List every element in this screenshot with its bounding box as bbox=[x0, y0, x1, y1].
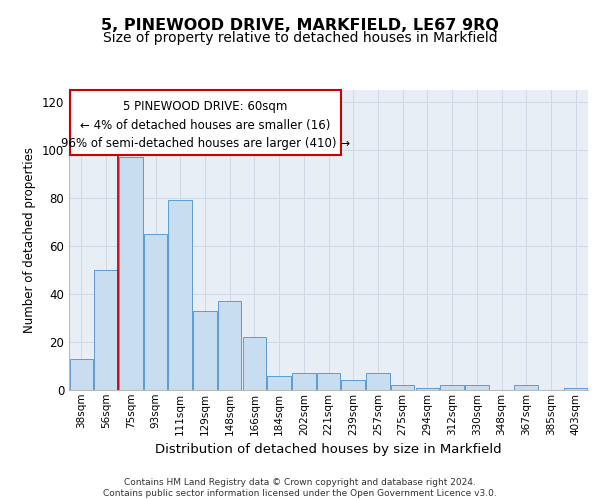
Bar bbox=[391, 385, 415, 390]
FancyBboxPatch shape bbox=[70, 90, 341, 155]
Text: 5, PINEWOOD DRIVE, MARKFIELD, LE67 9RQ: 5, PINEWOOD DRIVE, MARKFIELD, LE67 9RQ bbox=[101, 18, 499, 32]
Bar bbox=[317, 373, 340, 390]
Bar bbox=[440, 385, 464, 390]
Bar bbox=[366, 373, 389, 390]
Bar bbox=[94, 270, 118, 390]
Bar bbox=[70, 359, 93, 390]
Bar bbox=[218, 301, 241, 390]
Text: 5 PINEWOOD DRIVE: 60sqm: 5 PINEWOOD DRIVE: 60sqm bbox=[124, 100, 288, 112]
Bar bbox=[341, 380, 365, 390]
Bar bbox=[564, 388, 587, 390]
Bar bbox=[144, 234, 167, 390]
Text: 96% of semi-detached houses are larger (410) →: 96% of semi-detached houses are larger (… bbox=[61, 136, 350, 149]
Y-axis label: Number of detached properties: Number of detached properties bbox=[23, 147, 36, 333]
Bar bbox=[514, 385, 538, 390]
Bar bbox=[242, 337, 266, 390]
Bar bbox=[465, 385, 488, 390]
Text: Size of property relative to detached houses in Markfield: Size of property relative to detached ho… bbox=[103, 31, 497, 45]
Bar bbox=[193, 311, 217, 390]
Bar bbox=[268, 376, 291, 390]
Text: ← 4% of detached houses are smaller (16): ← 4% of detached houses are smaller (16) bbox=[80, 119, 331, 132]
Bar bbox=[292, 373, 316, 390]
X-axis label: Distribution of detached houses by size in Markfield: Distribution of detached houses by size … bbox=[155, 443, 502, 456]
Text: Contains HM Land Registry data © Crown copyright and database right 2024.
Contai: Contains HM Land Registry data © Crown c… bbox=[103, 478, 497, 498]
Bar bbox=[169, 200, 192, 390]
Bar bbox=[416, 388, 439, 390]
Bar bbox=[119, 157, 143, 390]
